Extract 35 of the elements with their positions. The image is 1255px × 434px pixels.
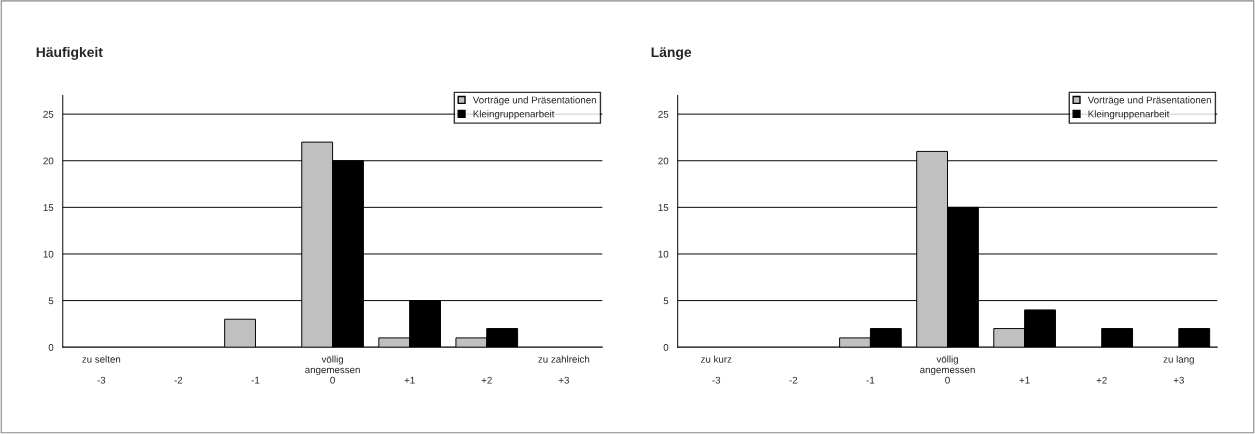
y-tick-label: 0	[663, 343, 669, 351]
legend-label: Kleingruppenarbeit	[473, 110, 555, 120]
x-tick-label: +2	[1096, 376, 1107, 384]
category-label: zu lang +3	[1163, 355, 1194, 384]
x-tick-label: völlig angemessen 0	[305, 355, 360, 384]
category-label: zu zahlreich +3	[538, 355, 590, 384]
category-label: zu selten -3	[82, 355, 121, 384]
chart-title: Häufigkeit	[36, 46, 103, 60]
x-tick-label: -1	[866, 376, 875, 384]
y-tick-label: 20	[43, 157, 54, 165]
x-tick-label: -1	[251, 376, 260, 384]
y-tick-label: 5	[48, 297, 54, 305]
chart-title: Länge	[651, 47, 692, 60]
x-tick-label: völlig angemessen 0	[920, 355, 975, 384]
y-tick-label: 20	[658, 157, 669, 165]
y-tick-label: 10	[43, 250, 54, 258]
category-label: zu kurz -3	[700, 355, 732, 384]
y-tick-label: 10	[658, 250, 669, 258]
x-tick-label: -2	[789, 376, 798, 384]
x-tick-label: +1	[404, 376, 415, 384]
y-tick-label: 25	[43, 110, 54, 118]
bar	[1101, 328, 1134, 348]
y-tick-label: 5	[663, 297, 669, 305]
bar	[224, 318, 256, 348]
y-tick-label: 0	[48, 343, 54, 351]
x-tick-label: -2	[174, 376, 183, 384]
y-tick-label: 15	[658, 204, 669, 211]
x-tick-label: +2	[481, 376, 492, 384]
legend-label: Kleingruppenarbeit	[1088, 110, 1170, 120]
legend-label: Vorträge und Präsentationen	[472, 96, 596, 106]
y-tick-label: 15	[43, 204, 54, 211]
bar	[1178, 328, 1211, 348]
legend-label: Vorträge und Präsentationen	[1087, 96, 1211, 106]
y-tick-label: 25	[658, 110, 669, 118]
x-tick-label: +1	[1019, 376, 1030, 384]
